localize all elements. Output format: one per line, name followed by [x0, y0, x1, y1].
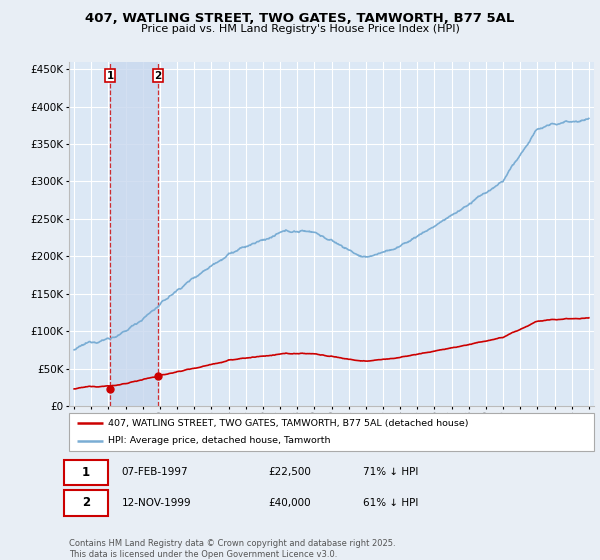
- Text: £40,000: £40,000: [269, 498, 311, 507]
- Text: 1: 1: [107, 71, 114, 81]
- Text: 407, WATLING STREET, TWO GATES, TAMWORTH, B77 5AL (detached house): 407, WATLING STREET, TWO GATES, TAMWORTH…: [109, 418, 469, 427]
- Text: 2: 2: [154, 71, 161, 81]
- Text: 1: 1: [82, 466, 90, 479]
- Text: Contains HM Land Registry data © Crown copyright and database right 2025.
This d: Contains HM Land Registry data © Crown c…: [69, 539, 395, 559]
- Text: 407, WATLING STREET, TWO GATES, TAMWORTH, B77 5AL: 407, WATLING STREET, TWO GATES, TAMWORTH…: [85, 12, 515, 25]
- Text: Price paid vs. HM Land Registry's House Price Index (HPI): Price paid vs. HM Land Registry's House …: [140, 24, 460, 34]
- Text: 71% ↓ HPI: 71% ↓ HPI: [363, 468, 418, 477]
- Bar: [110, 62, 158, 406]
- Text: 61% ↓ HPI: 61% ↓ HPI: [363, 498, 418, 507]
- Text: 07-FEB-1997: 07-FEB-1997: [121, 468, 188, 477]
- Text: 12-NOV-1999: 12-NOV-1999: [121, 498, 191, 507]
- Text: 2: 2: [82, 496, 90, 509]
- Text: £22,500: £22,500: [269, 468, 311, 477]
- Text: HPI: Average price, detached house, Tamworth: HPI: Average price, detached house, Tamw…: [109, 436, 331, 445]
- FancyBboxPatch shape: [64, 490, 109, 516]
- FancyBboxPatch shape: [64, 460, 109, 486]
